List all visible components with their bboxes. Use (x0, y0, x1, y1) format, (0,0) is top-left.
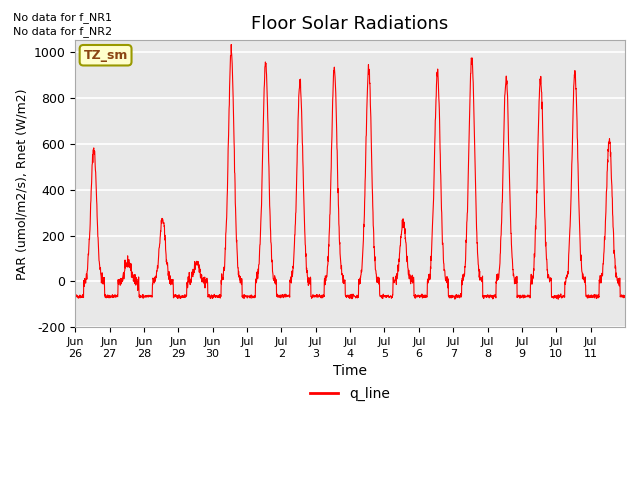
Line: q_line: q_line (75, 45, 625, 299)
q_line (516, 293, 524, 299)
Legend: q_line: q_line (305, 382, 396, 407)
q_line (245, 294, 253, 300)
Text: No data for f_NR2: No data for f_NR2 (13, 26, 112, 37)
q_line (71, 293, 79, 299)
Text: TZ_sm: TZ_sm (83, 49, 128, 62)
q_line (554, 296, 562, 302)
q_line (126, 265, 134, 271)
q_line (227, 42, 235, 48)
Title: Floor Solar Radiations: Floor Solar Radiations (252, 15, 449, 33)
q_line (383, 294, 391, 300)
Y-axis label: PAR (umol/m2/s), Rnet (W/m2): PAR (umol/m2/s), Rnet (W/m2) (15, 88, 28, 279)
X-axis label: Time: Time (333, 364, 367, 378)
q_line (621, 293, 628, 299)
q_line (614, 278, 621, 284)
Text: No data for f_NR1: No data for f_NR1 (13, 12, 112, 23)
q_line (547, 275, 554, 281)
